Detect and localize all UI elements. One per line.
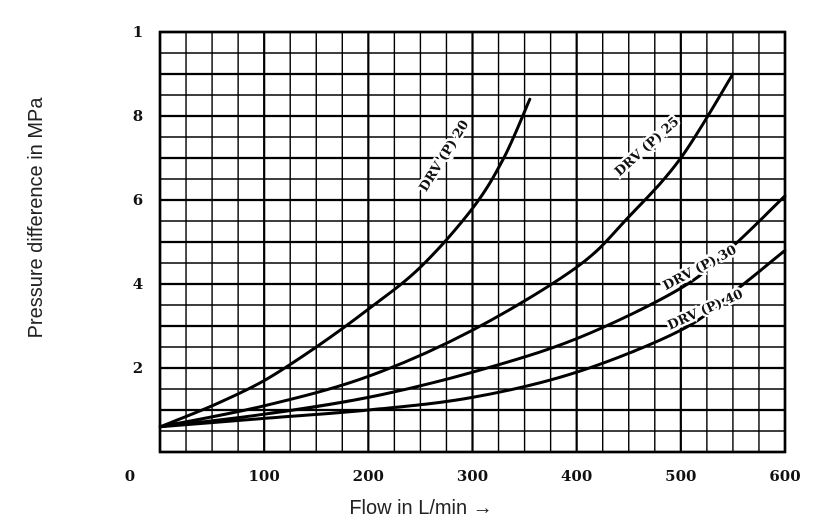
y-tick-label: 4 (133, 275, 143, 293)
series-line (158, 97, 532, 429)
x-tick-label: 100 (249, 467, 280, 485)
y-axis-title: Pressure difference in MPa (25, 97, 47, 339)
grid (158, 30, 787, 454)
series-line (158, 248, 787, 429)
x-tick-label: 200 (353, 467, 384, 485)
x-tick-label: 600 (769, 467, 800, 485)
tick-labels: 0 100 200 300 400 500 600 2 4 6 8 1 (125, 23, 801, 485)
series-label: DRV (P) 20 (417, 118, 473, 195)
y-tick-label: 2 (133, 359, 143, 377)
x-tick-label: 500 (665, 467, 696, 485)
x-axis-title: Flow in L/min → (349, 497, 492, 519)
x-tick-label: 0 (125, 467, 135, 485)
series-label: DRV (P) 30 (661, 243, 739, 294)
y-tick-label: 8 (133, 107, 143, 125)
y-tick-label: 1 (133, 23, 143, 41)
series-line (158, 72, 735, 429)
x-tick-label: 400 (561, 467, 592, 485)
plot-frame (158, 30, 787, 454)
series-line (158, 194, 787, 429)
y-tick-label: 6 (133, 191, 143, 209)
x-tick-label: 300 (457, 467, 488, 485)
